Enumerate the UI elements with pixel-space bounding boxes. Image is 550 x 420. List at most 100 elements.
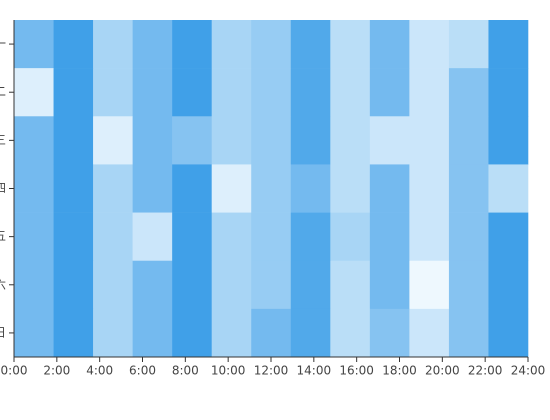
x-tick-label: 18:00	[382, 364, 417, 378]
heatmap-cell	[132, 212, 173, 262]
x-tick-label: 22:00	[468, 364, 503, 378]
heatmap-cell	[251, 308, 292, 358]
heatmap-cell	[211, 116, 252, 165]
heatmap-cell	[14, 260, 54, 310]
heatmap-cell	[409, 260, 450, 310]
heatmap-cell	[448, 212, 489, 262]
heatmap-cell	[251, 164, 292, 213]
heatmap-cell	[172, 164, 212, 213]
x-tick-label: 20:00	[425, 364, 460, 378]
heatmap-cell	[211, 68, 252, 117]
heatmap-cell	[330, 68, 371, 117]
heatmap-cell	[14, 308, 54, 358]
x-tick-label: 16:00	[339, 364, 374, 378]
heatmap-cell	[14, 20, 54, 69]
heatmap-cell	[93, 20, 133, 69]
x-tick-label: 6:00	[129, 364, 156, 378]
heatmap-cell	[409, 212, 450, 262]
heatmap-cell	[330, 308, 371, 358]
heatmap-cell	[488, 20, 529, 69]
heatmap-cell	[53, 164, 94, 213]
heatmap-cell	[14, 212, 54, 262]
heatmap-cell	[290, 260, 331, 310]
heatmap-cell	[132, 68, 173, 117]
heatmap-cell	[369, 308, 410, 358]
heatmap-cell	[290, 308, 331, 358]
heatmap-cell	[251, 260, 292, 310]
heatmap-cell	[53, 20, 94, 69]
heatmap-cell	[14, 116, 54, 165]
heatmap-cell	[290, 164, 331, 213]
heatmap-cell	[369, 116, 410, 165]
y-tick-label: 一	[0, 37, 6, 51]
heatmap-cell	[369, 68, 410, 117]
heatmap-cell	[172, 260, 212, 310]
heatmap-cell	[488, 164, 529, 213]
heatmap-cell	[211, 20, 252, 69]
heatmap-cell	[448, 164, 489, 213]
heatmap-cell	[211, 260, 252, 310]
heatmap-cell	[93, 164, 133, 213]
heatmap-cell	[409, 164, 450, 213]
heatmap-cell	[172, 212, 212, 262]
x-tick-label: 24:00	[511, 364, 546, 378]
heatmap-cell	[14, 164, 54, 213]
y-tick-label: 三	[0, 133, 6, 147]
heatmap-cell	[448, 68, 489, 117]
heatmap-cell	[251, 20, 292, 69]
heatmap-cell	[53, 308, 94, 358]
heatmap-cell	[330, 260, 371, 310]
heatmap-cell	[132, 164, 173, 213]
heatmap-cell	[251, 116, 292, 165]
x-tick-label: 2:00	[43, 364, 70, 378]
heatmap-cell	[330, 164, 371, 213]
heatmap-cell	[172, 308, 212, 358]
heatmap-cell	[172, 116, 212, 165]
x-tick-label: 14:00	[297, 364, 332, 378]
heatmap-cell	[290, 68, 331, 117]
x-tick-label: 0:00	[1, 364, 28, 378]
heatmap-cell	[290, 116, 331, 165]
heatmap-cell	[448, 260, 489, 310]
heatmap-cell	[448, 308, 489, 358]
x-tick-label: 12:00	[254, 364, 289, 378]
heatmap-cell	[488, 260, 529, 310]
heatmap-cell	[14, 68, 54, 117]
heatmap-cell	[251, 68, 292, 117]
heatmap-cell	[369, 20, 410, 69]
x-tick-label: 4:00	[86, 364, 113, 378]
heatmap-cell	[488, 212, 529, 262]
heatmap-cell	[211, 212, 252, 262]
heatmap-cell	[330, 20, 371, 69]
heatmap-cell	[132, 20, 173, 69]
heatmap-cell	[251, 212, 292, 262]
heatmap-cell	[93, 116, 133, 165]
heatmap-cell	[93, 260, 133, 310]
heatmap-cell	[488, 68, 529, 117]
heatmap-cell	[330, 212, 371, 262]
y-tick-label: 四	[0, 181, 6, 195]
heatmap-cell	[290, 212, 331, 262]
heatmap-cell	[369, 212, 410, 262]
heatmap-cell	[172, 68, 212, 117]
heatmap-cell	[53, 116, 94, 165]
y-tick-label: 二	[0, 85, 6, 99]
heatmap-cell	[369, 260, 410, 310]
heatmap-cell	[409, 308, 450, 358]
y-tick-label: 日	[0, 325, 6, 339]
heatmap-cell	[93, 212, 133, 262]
heatmap-cell	[488, 116, 529, 165]
heatmap-cell	[93, 68, 133, 117]
heatmap-cell	[448, 116, 489, 165]
heatmap-cell	[409, 20, 450, 69]
heatmap-cell	[132, 116, 173, 165]
heatmap-cell	[211, 164, 252, 213]
heatmap-cell	[53, 260, 94, 310]
heatmap-cell	[409, 68, 450, 117]
heatmap-cell	[448, 20, 489, 69]
x-tick-label: 8:00	[172, 364, 199, 378]
heatmap-cell	[172, 20, 212, 69]
heatmap-cell	[330, 116, 371, 165]
